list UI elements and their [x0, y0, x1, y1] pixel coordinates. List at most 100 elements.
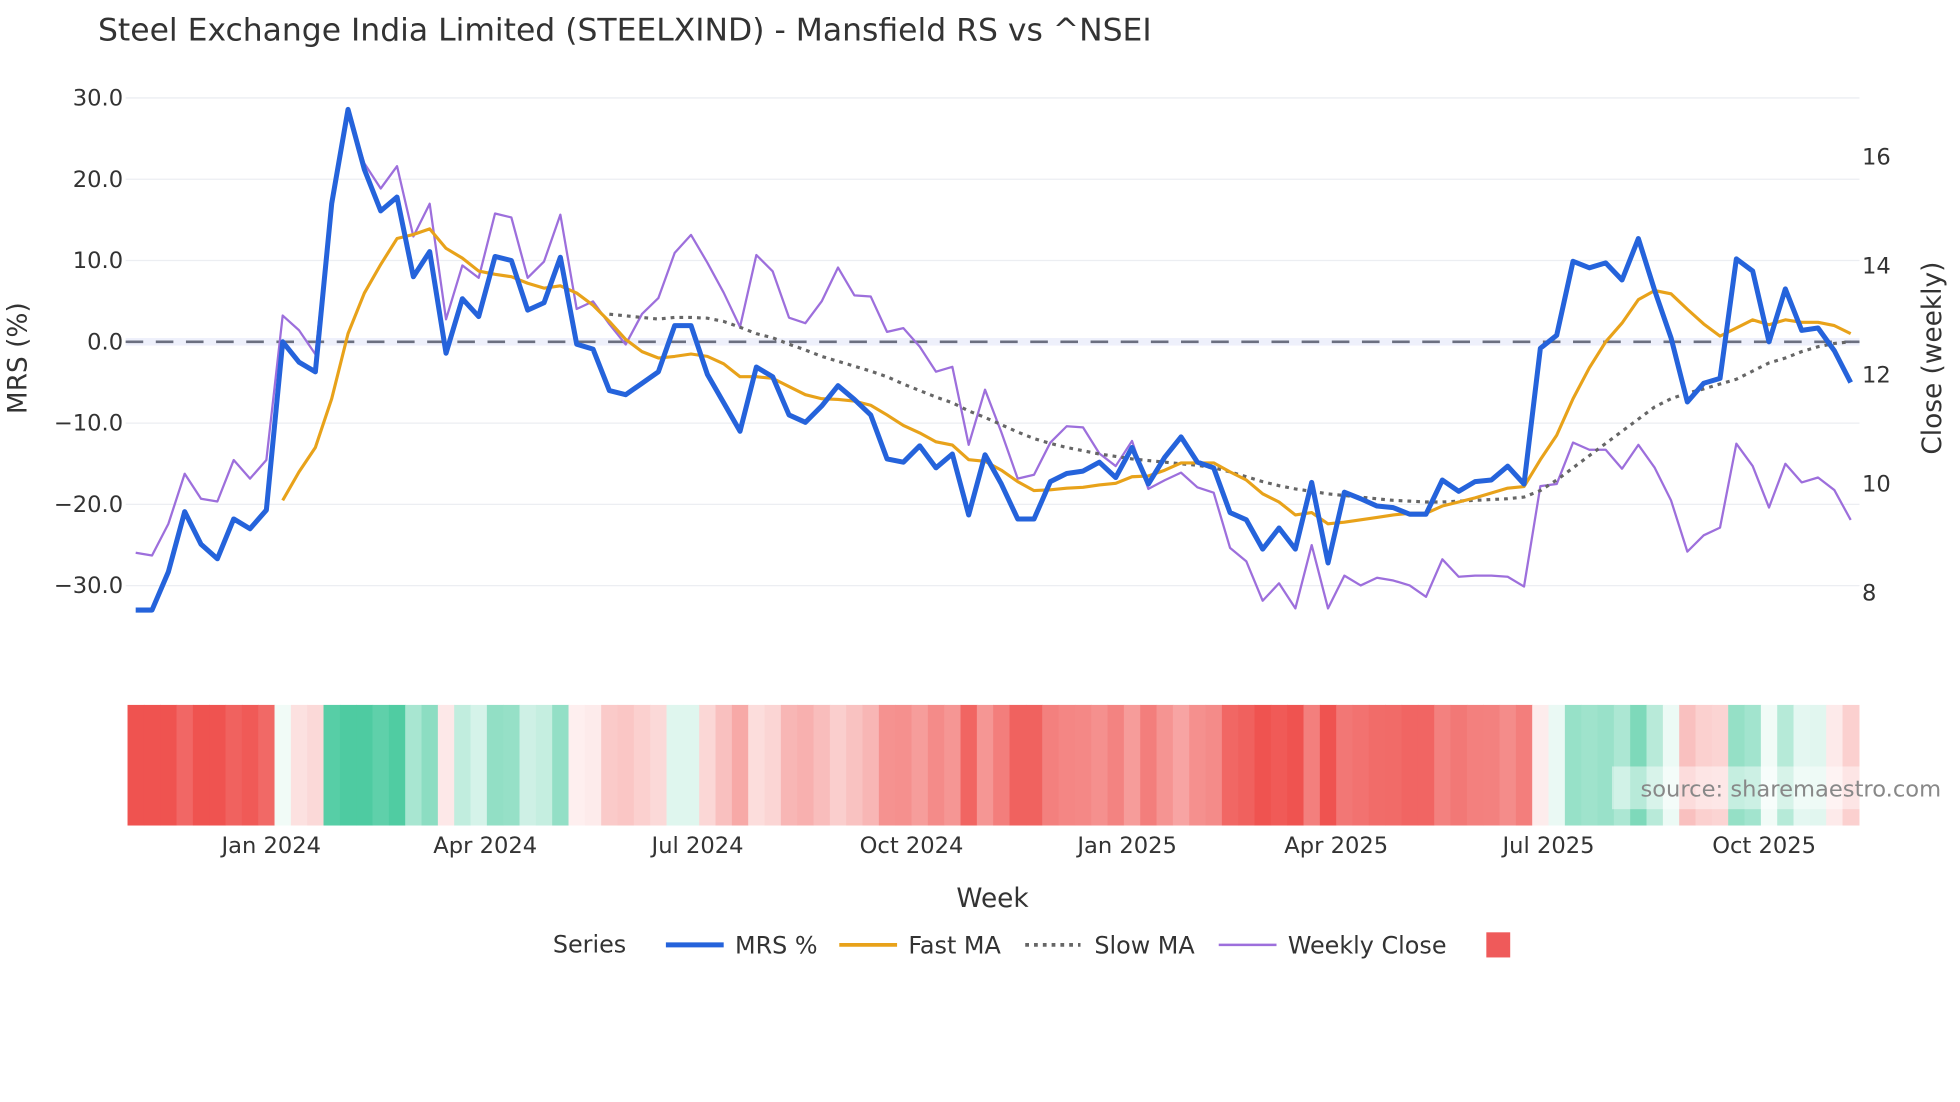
- legend-item-heatmap[interactable]: [1486, 932, 1511, 958]
- heatmap-cell: [1695, 704, 1713, 826]
- legend-label-slow-ma: Slow MA: [1094, 932, 1195, 960]
- heatmap-cell: [437, 704, 455, 826]
- heatmap-cell: [1352, 704, 1370, 826]
- legend-title: Series: [553, 930, 626, 958]
- heatmap-cell: [1091, 704, 1109, 826]
- heatmap-cell: [127, 704, 145, 826]
- heatmap-cell: [846, 704, 864, 826]
- y-tick-label: 0.0: [87, 329, 123, 355]
- heatmap-cell: [1711, 704, 1729, 826]
- heatmap-cell: [339, 704, 357, 826]
- heatmap-cell: [1058, 704, 1076, 826]
- y2-tick-label: 16: [1862, 144, 1891, 170]
- heatmap-cell: [748, 704, 766, 826]
- heatmap-cell: [356, 704, 374, 826]
- heatmap-cell: [1156, 704, 1174, 826]
- heatmap-cell: [1042, 704, 1060, 826]
- heatmap-cell: [486, 704, 504, 826]
- heatmap-cell: [780, 704, 798, 826]
- heatmap-cell: [927, 704, 945, 826]
- heatmap-cell: [454, 704, 472, 826]
- heatmap-cell: [633, 704, 651, 826]
- heatmap-cell: [699, 704, 717, 826]
- heatmap-cell: [405, 704, 423, 826]
- heatmap-cell: [731, 704, 749, 826]
- gridlines: [125, 97, 1860, 587]
- heatmap-cell: [617, 704, 635, 826]
- y-tick-label: −30.0: [54, 573, 123, 599]
- heatmap-cell: [1074, 704, 1092, 826]
- heatmap-cell: [1760, 704, 1778, 826]
- legend-swatch-heatmap: [1486, 932, 1511, 958]
- y-tick-label: −20.0: [54, 492, 123, 518]
- x-tick-label: Apr 2024: [433, 833, 537, 859]
- heatmap-cell: [1303, 704, 1321, 826]
- heatmap-cell: [1630, 704, 1648, 826]
- y-tick-label: 20.0: [73, 167, 123, 193]
- heatmap-cell: [258, 704, 276, 826]
- legend-item-fast-ma[interactable]: Fast MA: [839, 932, 1001, 960]
- heatmap-cell: [1287, 704, 1305, 826]
- x-tick-label: Jul 2025: [1501, 833, 1595, 859]
- heatmap-cell: [993, 704, 1011, 826]
- heatmap-cell: [1368, 704, 1386, 826]
- legend-item-slow-ma[interactable]: Slow MA: [1025, 932, 1195, 960]
- heatmap-cell: [829, 704, 847, 826]
- heatmap-cell: [209, 704, 227, 826]
- heatmap-cell: [1548, 704, 1566, 826]
- heatmap-cell: [1123, 704, 1141, 826]
- heatmap-cell: [1140, 704, 1158, 826]
- heatmap-cell: [388, 704, 406, 826]
- heatmap-cell: [372, 704, 390, 826]
- x-tick-label: Oct 2024: [860, 833, 964, 859]
- heatmap-cell: [1238, 704, 1256, 826]
- heatmap-cell: [944, 704, 962, 826]
- heatmap-cell: [241, 704, 259, 826]
- heatmap-cell: [535, 704, 553, 826]
- heatmap-cell: [976, 704, 994, 826]
- x-tick-label: Jan 2025: [1075, 833, 1177, 859]
- heatmap-cell: [715, 704, 733, 826]
- heatmap-cell: [1662, 704, 1680, 826]
- heatmap-cell: [895, 704, 913, 826]
- x-tick-label: Apr 2025: [1284, 833, 1388, 859]
- heatmap-cell: [584, 704, 602, 826]
- heatmap-cell: [421, 704, 439, 826]
- heatmap-cell: [160, 704, 178, 826]
- legend-item-weekly-close[interactable]: Weekly Close: [1218, 932, 1447, 960]
- heatmap-cell: [666, 704, 684, 826]
- heatmap-cell: [519, 704, 537, 826]
- heatmap-cell: [862, 704, 880, 826]
- heatmap-cell: [1646, 704, 1664, 826]
- y-tick-label: 30.0: [73, 85, 123, 111]
- heatmap-cell: [1564, 704, 1582, 826]
- weekly-close-line: [135, 108, 1852, 610]
- heatmap-cell: [797, 704, 815, 826]
- y2-tick-label: 8: [1862, 581, 1876, 607]
- heatmap-cell: [143, 704, 161, 826]
- heatmap-cell: [813, 704, 831, 826]
- heatmap-cell: [1728, 704, 1746, 826]
- heatmap-cell: [1777, 704, 1795, 826]
- heatmap-cell: [650, 704, 668, 826]
- heatmap-cell: [764, 704, 782, 826]
- heatmap-cell: [307, 704, 325, 826]
- legend-label-mrs: MRS %: [735, 932, 818, 960]
- heatmap-cell: [1581, 704, 1599, 826]
- heatmap-cell: [1515, 704, 1533, 826]
- heatmap-cell: [1466, 704, 1484, 826]
- heatmap-cell: [1483, 704, 1501, 826]
- x-axis-title: Week: [956, 884, 1029, 914]
- heatmap-cell: [1009, 704, 1027, 826]
- x-tick-label: Jul 2024: [650, 833, 744, 859]
- x-tick-label: Oct 2025: [1712, 833, 1816, 859]
- legend-item-mrs[interactable]: MRS %: [665, 932, 818, 960]
- heatmap-cell: [568, 704, 586, 826]
- heatmap-cell: [1417, 704, 1435, 826]
- heatmap-cell: [1744, 704, 1762, 826]
- heatmap-cell: [503, 704, 521, 826]
- source-note: source: sharemaestro.com: [1640, 777, 1941, 803]
- zero-band: [125, 338, 1860, 346]
- heatmap-cell: [1793, 704, 1811, 826]
- y-tick-label: −10.0: [54, 411, 123, 437]
